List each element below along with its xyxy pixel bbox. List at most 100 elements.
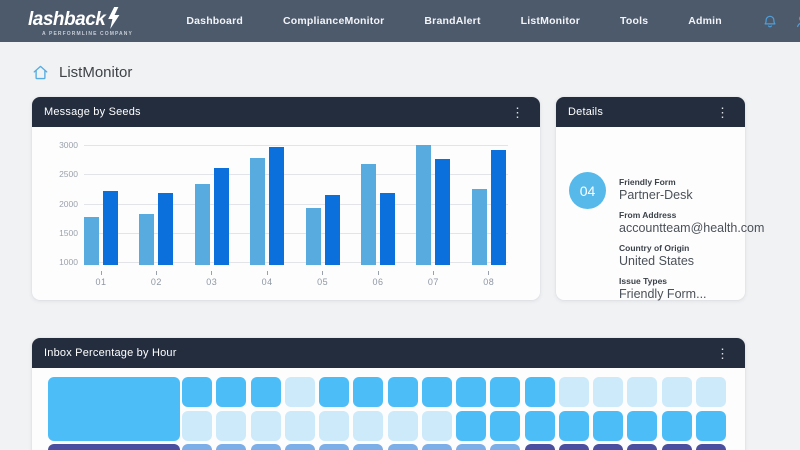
heatmap-cell-r1-c14[interactable] [627, 377, 658, 407]
bar-seeds-light-03[interactable] [194, 183, 210, 265]
heatmap-cell-r1-c15[interactable] [661, 377, 692, 407]
heatmap-cell-r2-c16[interactable] [695, 410, 726, 441]
bar-seeds-dark-07[interactable] [435, 159, 451, 265]
heatmap-cell-r2-c9[interactable] [456, 410, 486, 441]
user-profile-icon[interactable] [794, 13, 800, 30]
bar-seeds-dark-08[interactable] [490, 149, 506, 265]
heatmap-cell-r3-c1[interactable] [182, 444, 212, 450]
x-axis-tick-mark [432, 271, 434, 275]
field-value: accountteam@health.com [619, 221, 765, 235]
field-value: United States [619, 254, 695, 268]
x-axis-tick-mark [488, 271, 490, 275]
bar-seeds-dark-01[interactable] [103, 191, 118, 265]
heatmap-cell-r1-c9[interactable] [456, 377, 486, 407]
heatmap-cell-r1-c5[interactable] [319, 377, 349, 407]
page-title: ListMonitor [59, 64, 133, 81]
bar-seeds-dark-02[interactable] [158, 193, 174, 265]
heatmap-big-cell-bottom[interactable] [48, 444, 180, 450]
heatmap-cell-r3-c10[interactable] [490, 444, 521, 450]
bar-group-05 [305, 127, 340, 265]
heatmap-cell-r2-c5[interactable] [319, 410, 349, 441]
heatmap-cell-r3-c13[interactable] [593, 444, 623, 450]
kebab-menu-icon[interactable]: ⋮ [716, 345, 729, 361]
heatmap-cell-r1-c1[interactable] [182, 377, 212, 407]
heatmap-cell-r3-c2[interactable] [216, 444, 247, 450]
heatmap-cell-r2-c12[interactable] [558, 410, 589, 441]
x-axis-tick-mark [211, 271, 213, 275]
heatmap-cell-r1-c7[interactable] [387, 377, 418, 407]
heatmap-cell-r3-c3[interactable] [250, 444, 281, 450]
heatmap-cell-r3-c8[interactable] [421, 444, 452, 450]
heatmap-cell-r2-c8[interactable] [421, 410, 452, 441]
home-icon[interactable] [32, 64, 49, 81]
heatmap-cell-r3-c5[interactable] [319, 444, 349, 450]
heatmap-cell-r3-c14[interactable] [627, 444, 658, 450]
kebab-menu-icon[interactable]: ⋮ [716, 104, 729, 120]
heatmap-cell-r3-c15[interactable] [661, 444, 692, 450]
x-axis-tick-label: 08 [483, 277, 495, 287]
nav-item-tools[interactable]: Tools [620, 15, 649, 27]
heatmap-cell-r1-c3[interactable] [250, 377, 281, 407]
heatmap-cell-r1-c2[interactable] [216, 377, 247, 407]
x-axis-tick-label: 03 [206, 277, 218, 287]
heatmap-cell-r3-c6[interactable] [353, 444, 384, 450]
logo[interactable]: lashback A PERFORMLINE COMPANY [28, 6, 132, 37]
bar-seeds-dark-05[interactable] [324, 195, 340, 265]
heatmap-cell-r2-c13[interactable] [593, 410, 623, 441]
notifications-bell-icon[interactable] [762, 13, 778, 30]
heatmap-cell-r3-c4[interactable] [284, 444, 315, 450]
nav-item-listmonitor[interactable]: ListMonitor [520, 15, 581, 27]
heatmap-cell-r2-c1[interactable] [182, 410, 212, 441]
heatmap-cell-r1-c11[interactable] [524, 377, 555, 407]
x-axis-tick-06: 06 [361, 271, 395, 287]
bar-group-02 [139, 127, 174, 265]
heatmap-cell-r2-c4[interactable] [284, 410, 315, 441]
nav-item-compliancemonitor[interactable]: ComplianceMonitor [282, 15, 385, 27]
heatmap-cell-r2-c6[interactable] [353, 410, 384, 441]
heatmap-cell-r3-c7[interactable] [387, 444, 418, 450]
heatmap-cell-r2-c10[interactable] [490, 410, 521, 441]
heatmap-cell-r1-c4[interactable] [284, 377, 315, 407]
heatmap-cell-r2-c15[interactable] [661, 410, 692, 441]
y-axis-tick-label: 1500 [59, 227, 78, 238]
bar-seeds-light-01[interactable] [84, 216, 99, 265]
gridline [84, 232, 508, 234]
bar-seeds-light-04[interactable] [250, 158, 266, 265]
card-title: Inbox Percentage by Hour [44, 347, 177, 359]
x-axis-tick-label: 02 [150, 277, 162, 287]
heatmap-cell-r1-c10[interactable] [490, 377, 521, 407]
bar-seeds-dark-04[interactable] [269, 147, 285, 265]
kebab-menu-icon[interactable]: ⋮ [511, 104, 524, 120]
bar-seeds-light-06[interactable] [361, 163, 376, 265]
logo-subtext: A PERFORMLINE COMPANY [42, 30, 133, 37]
x-axis-tick-label: 07 [427, 277, 439, 287]
heatmap-cell-r3-c16[interactable] [695, 444, 726, 450]
heatmap-cell-r3-c12[interactable] [558, 444, 589, 450]
x-axis-tick-07: 07 [416, 271, 450, 287]
nav-item-admin[interactable]: Admin [688, 15, 722, 27]
bar-chart-plot-area: 1000 1500 2000 2500 3000 01 02 03 04 05 06 07 08 [59, 127, 508, 287]
nav-item-brandalert[interactable]: BrandAlert [424, 15, 481, 27]
heatmap-cell-r2-c11[interactable] [524, 410, 555, 441]
bar-seeds-dark-06[interactable] [380, 193, 395, 265]
heatmap-cell-r1-c6[interactable] [353, 377, 384, 407]
x-axis-tick-08: 08 [472, 271, 506, 287]
heatmap-cell-r2-c3[interactable] [250, 410, 281, 441]
heatmap-cell-r3-c11[interactable] [524, 444, 555, 450]
heatmap-cell-r2-c14[interactable] [627, 410, 658, 441]
bar-seeds-dark-03[interactable] [213, 167, 229, 265]
heatmap-cell-r1-c8[interactable] [421, 377, 452, 407]
bar-seeds-light-08[interactable] [471, 189, 487, 265]
heatmap-cell-r3-c9[interactable] [456, 444, 486, 450]
nav-item-dashboard[interactable]: Dashboard [186, 15, 243, 27]
heatmap-cell-r2-c2[interactable] [216, 410, 247, 441]
heatmap-cell-r1-c16[interactable] [695, 377, 726, 407]
bar-seeds-light-02[interactable] [139, 214, 155, 265]
x-axis-tick-label: 06 [372, 277, 384, 287]
bar-seeds-light-07[interactable] [416, 145, 432, 265]
bar-seeds-light-05[interactable] [305, 207, 321, 265]
heatmap-cell-r1-c13[interactable] [593, 377, 623, 407]
heatmap-cell-r1-c12[interactable] [558, 377, 589, 407]
heatmap-big-cell-top[interactable] [48, 377, 180, 441]
heatmap-cell-r2-c7[interactable] [387, 410, 418, 441]
